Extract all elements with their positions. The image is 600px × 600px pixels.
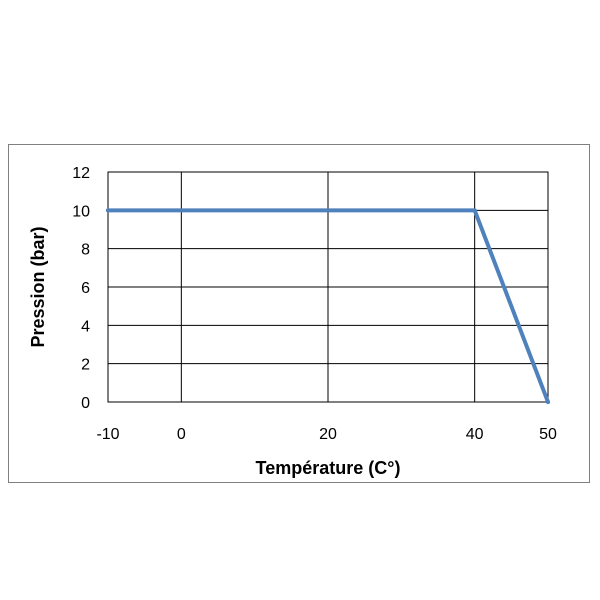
y-tick-label: 10 — [72, 203, 90, 220]
y-tick-labels: 0 2 4 6 8 10 12 — [72, 165, 90, 412]
x-tick-labels: -10 0 20 40 50 — [96, 426, 557, 443]
chart-frame — [8, 144, 590, 483]
y-tick-label: 4 — [81, 318, 90, 335]
y-tick-label: 2 — [81, 357, 90, 374]
data-point — [472, 208, 477, 213]
grid-lines — [107, 171, 549, 403]
y-tick-label: 12 — [72, 165, 90, 182]
x-tick-label: -10 — [96, 426, 119, 443]
y-tick-label: 0 — [81, 395, 90, 412]
y-tick-label: 8 — [81, 242, 90, 259]
x-tick-label: 20 — [319, 426, 337, 443]
y-tick-label: 6 — [81, 280, 90, 297]
x-axis-title: Température (C°) — [256, 458, 401, 478]
data-point — [546, 400, 550, 404]
x-tick-label: 0 — [177, 426, 186, 443]
data-point — [106, 208, 110, 213]
series-layer — [106, 208, 550, 404]
x-tick-label: 50 — [539, 426, 557, 443]
plot-area — [107, 171, 549, 403]
y-axis-title: Pression (bar) — [28, 226, 48, 347]
x-tick-label: 40 — [466, 426, 484, 443]
